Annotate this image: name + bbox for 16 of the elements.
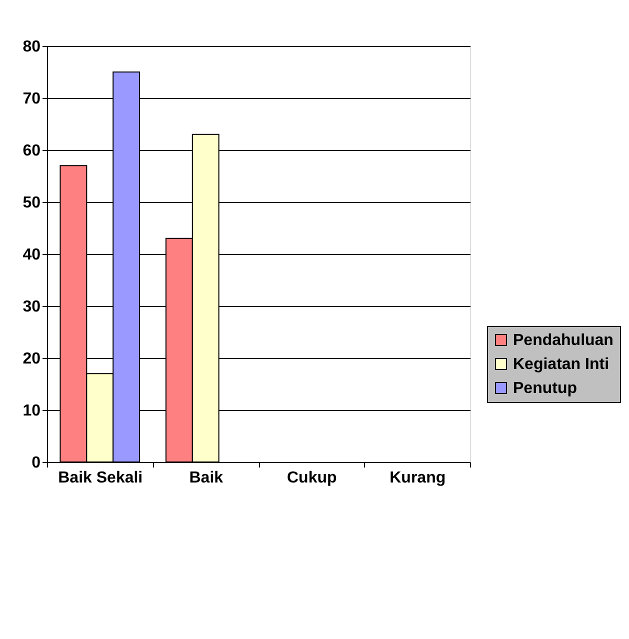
x-tick-label: Baik <box>189 470 224 486</box>
legend-label: Kegiatan Inti <box>513 356 610 373</box>
legend-label: Penutup <box>513 380 578 397</box>
x-tick-label: Baik Sekali <box>58 470 143 486</box>
y-tick-label: 50 <box>22 194 41 212</box>
y-tick-label: 20 <box>22 350 41 368</box>
y-tick-label: 40 <box>22 246 41 264</box>
y-tick-label: 60 <box>22 142 41 160</box>
y-tick-label: 80 <box>22 38 41 56</box>
y-tick-label: 0 <box>32 454 41 472</box>
y-tick-label: 10 <box>22 402 41 420</box>
y-tick-label: 30 <box>22 298 41 316</box>
x-tick-label: Kurang <box>390 470 446 486</box>
y-tick-label: 70 <box>22 90 41 108</box>
legend-label: Pendahuluan <box>513 332 614 349</box>
x-tick-label: Cukup <box>286 470 337 486</box>
